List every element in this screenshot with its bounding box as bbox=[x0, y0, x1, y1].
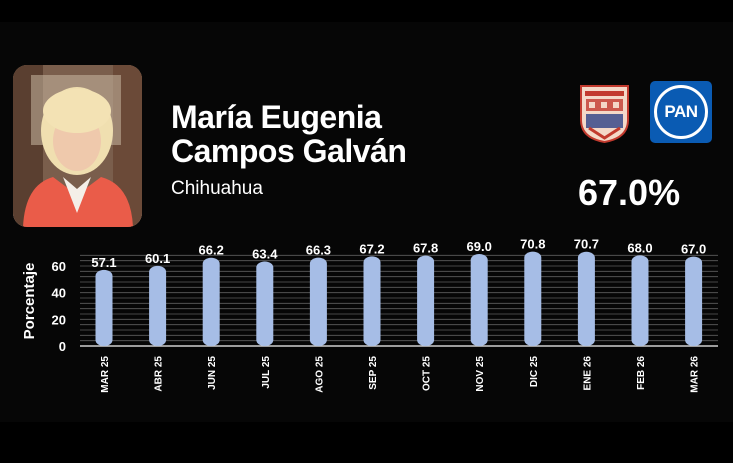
bar bbox=[309, 257, 327, 346]
chart-bars bbox=[95, 251, 703, 346]
chart-grid bbox=[80, 254, 718, 347]
bar bbox=[202, 257, 220, 346]
portrait-image bbox=[13, 65, 142, 227]
value-labels: 57.1 60.1 66.2 63.4 66.3 67.2 67.8 69.0 70.8 70.7… bbox=[91, 237, 706, 270]
value-label: 70.8 bbox=[520, 237, 545, 252]
value-label: 66.2 bbox=[199, 243, 224, 258]
value-label: 70.7 bbox=[574, 237, 599, 252]
value-label: 60.1 bbox=[145, 251, 170, 266]
x-tick-label: MAR 26 bbox=[690, 356, 701, 393]
x-tick-label: JUL 25 bbox=[261, 356, 272, 389]
value-label: 66.3 bbox=[306, 243, 331, 258]
value-label: 69.0 bbox=[467, 239, 492, 254]
approval-percentage: 67.0% bbox=[578, 172, 681, 213]
y-tick-label: 0 bbox=[59, 339, 66, 354]
x-tick-label: AGO 25 bbox=[314, 356, 325, 393]
x-tick-label: ENE 26 bbox=[582, 356, 593, 391]
bar bbox=[95, 269, 113, 346]
bar bbox=[149, 265, 167, 346]
bar bbox=[685, 256, 703, 346]
state-seal-icon bbox=[580, 85, 629, 144]
value-label: 67.0 bbox=[681, 242, 706, 257]
bar bbox=[363, 256, 381, 346]
y-tick-label: 20 bbox=[52, 312, 66, 327]
candidate-photo bbox=[13, 65, 142, 227]
value-label: 68.0 bbox=[627, 240, 652, 255]
party-logo-text: PAN bbox=[663, 102, 699, 122]
x-tick-label: NOV 25 bbox=[475, 356, 486, 392]
party-logo: PAN bbox=[650, 81, 712, 143]
bar bbox=[524, 251, 542, 346]
y-axis-label: Porcentaje bbox=[21, 263, 38, 340]
bar bbox=[256, 261, 274, 346]
x-axis-ticks: MAR 25 ABR 25 JUN 25 JUL 25 AGO 25 SEP 25 OCT … bbox=[100, 356, 701, 393]
name-line-2: Campos Galván bbox=[171, 133, 407, 169]
x-tick-label: JUN 25 bbox=[207, 356, 218, 390]
bar bbox=[631, 255, 649, 346]
value-label: 57.1 bbox=[91, 255, 116, 270]
x-tick-label: FEB 26 bbox=[636, 356, 647, 390]
bar bbox=[577, 251, 595, 346]
name-line-1: María Eugenia bbox=[171, 99, 382, 135]
bar bbox=[417, 255, 435, 346]
party-logo-ring: PAN bbox=[654, 85, 708, 139]
x-tick-label: SEP 25 bbox=[368, 356, 379, 390]
y-axis-ticks: 0 20 40 60 bbox=[52, 259, 66, 354]
y-tick-label: 60 bbox=[52, 259, 66, 274]
x-tick-label: ABR 25 bbox=[154, 356, 165, 392]
state-label: Chihuahua bbox=[171, 178, 263, 199]
value-label: 63.4 bbox=[252, 246, 278, 261]
x-tick-label: OCT 25 bbox=[422, 356, 433, 391]
y-tick-label: 40 bbox=[52, 286, 66, 301]
candidate-name: María Eugenia Campos Galván bbox=[171, 99, 407, 169]
x-tick-label: MAR 25 bbox=[100, 356, 111, 393]
bar bbox=[470, 254, 488, 346]
value-label: 67.8 bbox=[413, 241, 438, 256]
x-tick-label: DIC 25 bbox=[529, 356, 540, 388]
value-label: 67.2 bbox=[359, 241, 384, 256]
